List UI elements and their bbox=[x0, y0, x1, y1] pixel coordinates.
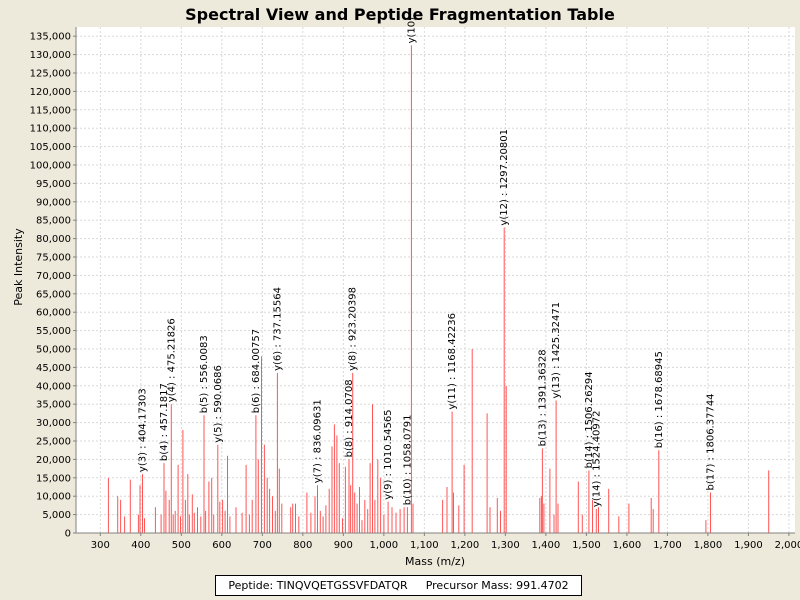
peak-annotation: y(7) : 836.09631 bbox=[313, 399, 324, 483]
peptide-legend: Peptide: TINQVQETGSSVFDATQR Precursor Ma… bbox=[215, 575, 582, 596]
peak-annotation: y(10) bbox=[406, 17, 417, 44]
y-tick-label: 125,000 bbox=[30, 69, 71, 80]
peak-annotation: b(13) : 1391.36328 bbox=[537, 349, 548, 446]
peak-annotation: y(12) : 1297.20801 bbox=[499, 129, 510, 226]
x-tick-label: 400 bbox=[131, 540, 150, 551]
peak-annotation: b(6) : 684.00757 bbox=[251, 329, 262, 413]
y-tick-label: 25,000 bbox=[36, 437, 71, 448]
peak-annotation: y(6) : 737.15564 bbox=[272, 287, 283, 371]
x-tick-label: 1,100 bbox=[410, 540, 439, 551]
y-tick-label: 105,000 bbox=[30, 142, 71, 153]
peak-annotation: b(4) : 457.1817 bbox=[159, 383, 170, 461]
peak-annotation: y(3) : 404.17303 bbox=[138, 388, 149, 472]
x-tick-label: 800 bbox=[293, 540, 312, 551]
peak-annotation: b(5) : 556.0083 bbox=[199, 335, 210, 413]
y-tick-label: 40,000 bbox=[36, 381, 71, 392]
chart-title: Spectral View and Peptide Fragmentation … bbox=[185, 5, 615, 24]
y-tick-label: 80,000 bbox=[36, 234, 71, 245]
y-tick-label: 20,000 bbox=[36, 455, 71, 466]
peak-annotation: b(17) : 1806.37744 bbox=[706, 393, 717, 490]
y-tick-label: 85,000 bbox=[36, 216, 71, 227]
y-tick-label: 55,000 bbox=[36, 326, 71, 337]
x-tick-label: 600 bbox=[212, 540, 231, 551]
y-tick-label: 5,000 bbox=[42, 510, 71, 521]
peak-annotation: y(9) : 1010.54565 bbox=[383, 409, 394, 499]
y-tick-label: 135,000 bbox=[30, 32, 71, 43]
y-tick-label: 65,000 bbox=[36, 289, 71, 300]
peptide-sequence: Peptide: TINQVQETGSSVFDATQR bbox=[228, 579, 408, 592]
peak-annotation: b(16) : 1678.68945 bbox=[654, 351, 665, 448]
peak-annotation: y(14) : 1524.40972 bbox=[591, 410, 602, 507]
x-tick-label: 1,000 bbox=[370, 540, 399, 551]
x-axis-label: Mass (m/z) bbox=[405, 555, 465, 568]
y-tick-label: 30,000 bbox=[36, 418, 71, 429]
x-tick-label: 1,600 bbox=[613, 540, 642, 551]
y-axis-ticks: 0 5,000 10,000 15,000 20,000 25,000 30,000 35,0… bbox=[30, 32, 76, 540]
y-axis-label: Peak Intensity bbox=[12, 228, 25, 306]
y-tick-label: 120,000 bbox=[30, 87, 71, 98]
peak-annotation: y(5) : 590.0686 bbox=[213, 365, 224, 443]
precursor-mass: Precursor Mass: 991.4702 bbox=[425, 579, 569, 592]
peak-annotation: y(13) : 1425.32471 bbox=[551, 302, 562, 399]
y-tick-label: 100,000 bbox=[30, 161, 71, 172]
x-tick-label: 900 bbox=[334, 540, 353, 551]
peak-annotation: y(4) : 475.21826 bbox=[166, 318, 177, 402]
y-tick-label: 60,000 bbox=[36, 308, 71, 319]
x-tick-label: 1,900 bbox=[734, 540, 763, 551]
y-tick-label: 130,000 bbox=[30, 50, 71, 61]
peak-annotation: b(8) : 914.0708 bbox=[344, 379, 355, 457]
y-tick-label: 50,000 bbox=[36, 345, 71, 356]
peak-annotation: y(8) : 923.20398 bbox=[348, 287, 359, 371]
peaks-layer bbox=[107, 45, 770, 533]
x-tick-label: 2,000 bbox=[775, 540, 800, 551]
y-tick-label: 45,000 bbox=[36, 363, 71, 374]
grid-lines bbox=[76, 27, 795, 533]
y-tick-label: 75,000 bbox=[36, 253, 71, 264]
x-tick-label: 700 bbox=[253, 540, 272, 551]
peak-annotation: y(11) : 1168.42236 bbox=[447, 313, 458, 410]
x-tick-label: 1,200 bbox=[451, 540, 480, 551]
y-tick-label: 95,000 bbox=[36, 179, 71, 190]
y-tick-label: 110,000 bbox=[30, 124, 71, 135]
x-axis-ticks: 300 400 500 600 700 800 900 1,000 1,100 1,200 1,30… bbox=[91, 533, 800, 551]
y-tick-label: 70,000 bbox=[36, 271, 71, 282]
y-tick-label: 90,000 bbox=[36, 197, 71, 208]
y-tick-label: 10,000 bbox=[36, 492, 71, 503]
x-tick-label: 1,400 bbox=[532, 540, 561, 551]
y-tick-label: 0 bbox=[65, 529, 71, 540]
x-tick-label: 1,500 bbox=[572, 540, 601, 551]
x-tick-label: 1,800 bbox=[694, 540, 723, 551]
peak-annotation: b(14) : 1506.26294 bbox=[584, 371, 595, 468]
x-tick-label: 300 bbox=[91, 540, 110, 551]
peak-annotation: b(10) : 1058.0791 bbox=[402, 415, 413, 506]
x-tick-label: 1,300 bbox=[491, 540, 520, 551]
x-tick-label: 1,700 bbox=[653, 540, 682, 551]
x-tick-label: 500 bbox=[172, 540, 191, 551]
y-tick-label: 35,000 bbox=[36, 400, 71, 411]
plot-area bbox=[76, 27, 795, 533]
y-tick-label: 15,000 bbox=[36, 473, 71, 484]
y-tick-label: 115,000 bbox=[30, 105, 71, 116]
